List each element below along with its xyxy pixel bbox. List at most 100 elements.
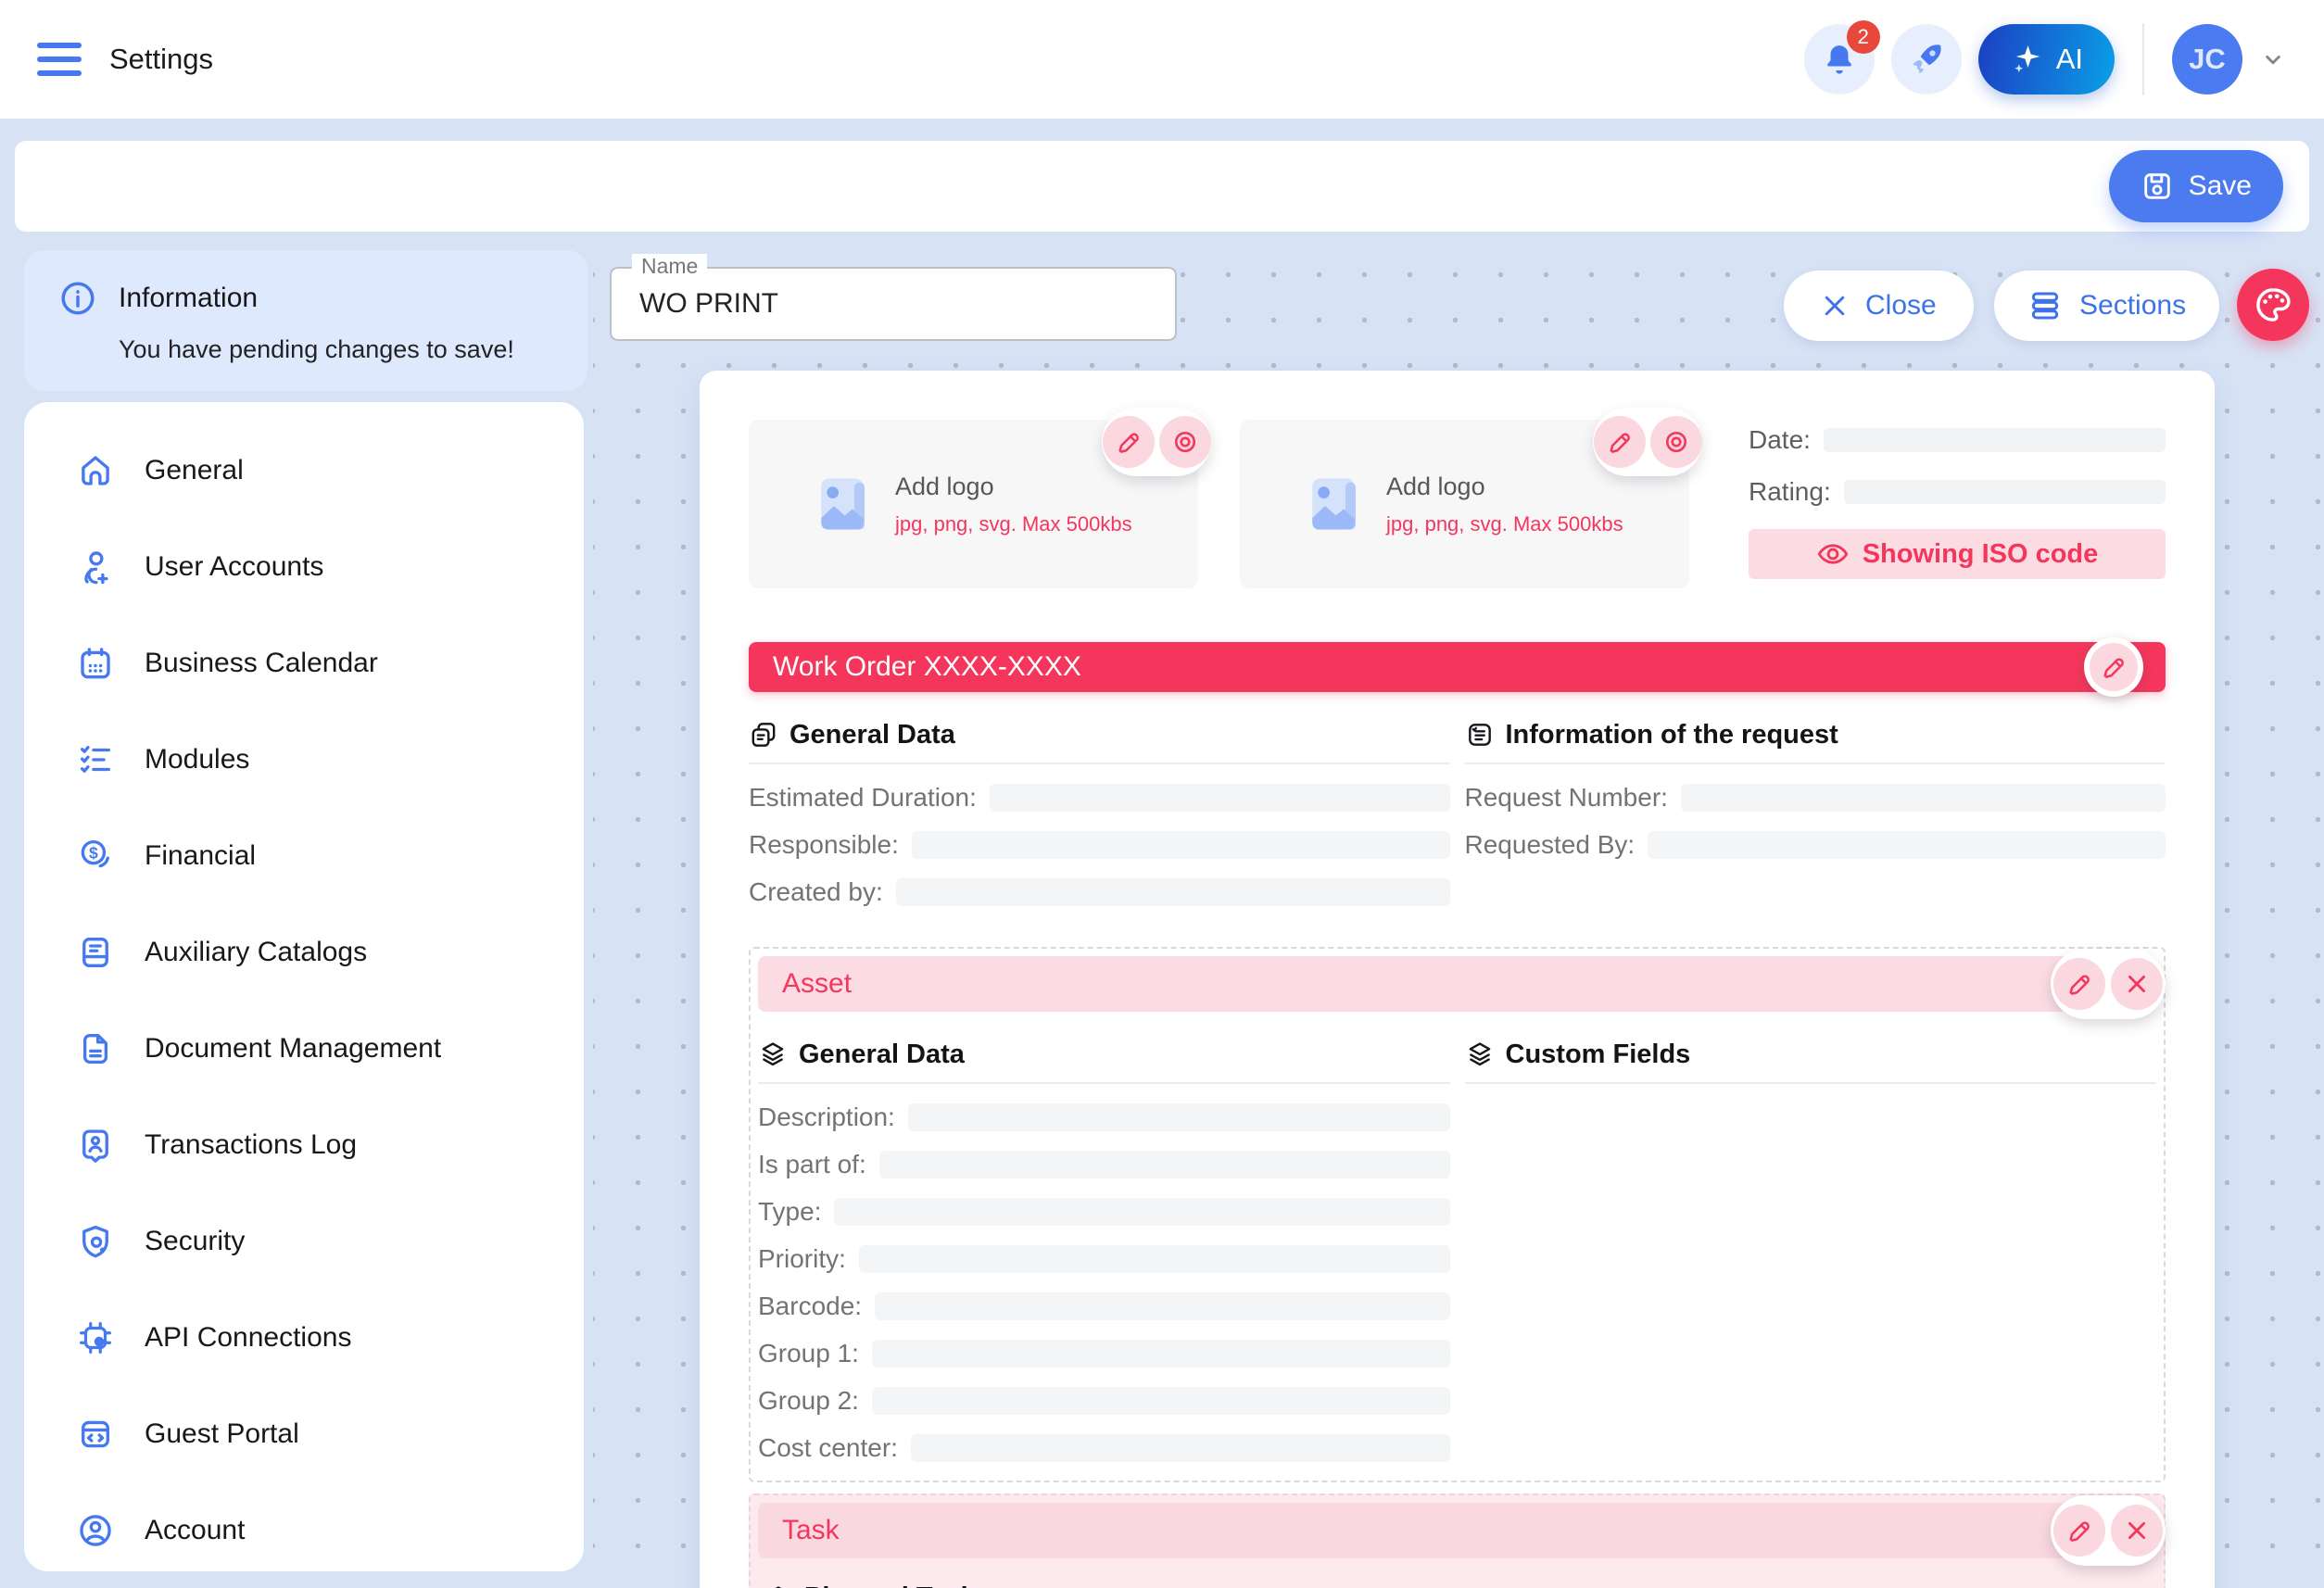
iso-code-badge[interactable]: Showing ISO code: [1749, 529, 2166, 579]
close-button[interactable]: Close: [1784, 271, 1974, 341]
field-label: Priority:: [758, 1244, 846, 1273]
sidebar-item-account[interactable]: Account: [76, 1482, 584, 1579]
avatar[interactable]: JC: [2172, 24, 2242, 95]
sidebar-item-label: Security: [145, 1226, 246, 1256]
logo-upload-right[interactable]: Add logo jpg, png, svg. Max 500kbs: [1240, 408, 1702, 588]
pencil-icon: [2069, 1521, 2090, 1542]
remove-task-section-button[interactable]: [2111, 1505, 2163, 1556]
rocket-icon: [1907, 40, 1946, 79]
logo-row: Add logo jpg, png, svg. Max 500kbs Add l…: [749, 408, 2166, 588]
chevron-down-icon[interactable]: [2259, 45, 2287, 73]
field-row: Barcode:: [758, 1292, 1450, 1320]
ai-button-label: AI: [2055, 43, 2083, 75]
field-label: Cost center:: [758, 1433, 898, 1462]
asset-custom-fields-column: Custom Fields: [1464, 1036, 2156, 1462]
edit-logo-button[interactable]: [1593, 416, 1646, 468]
close-button-label: Close: [1865, 290, 1937, 321]
field-label: Description:: [758, 1103, 895, 1131]
date-row: Date:: [1749, 425, 2166, 455]
field-row: Group 2:: [758, 1386, 1450, 1415]
info-panel: Information You have pending changes to …: [24, 250, 587, 391]
theme-palette-button[interactable]: [2237, 269, 2309, 341]
sidebar-item-financial[interactable]: $ Financial: [76, 808, 584, 904]
sidebar-item-transactions-log[interactable]: Transactions Log: [76, 1097, 584, 1193]
sidebar-item-security[interactable]: Security: [76, 1193, 584, 1290]
sidebar-item-user-accounts[interactable]: User Accounts: [76, 519, 584, 615]
sidebar-item-label: General: [145, 455, 244, 485]
save-button[interactable]: Save: [2108, 150, 2283, 222]
sidebar-item-api-connections[interactable]: API Connections: [76, 1290, 584, 1386]
name-input-value: WO PRINT: [639, 288, 778, 319]
field-label: Request Number:: [1464, 783, 1668, 812]
toggle-logo-visibility-button[interactable]: [1649, 416, 1702, 468]
add-logo-label: Add logo: [895, 472, 994, 500]
field-placeholder-bar: [834, 1198, 1450, 1226]
edit-work-order-button[interactable]: [2084, 637, 2143, 697]
edit-task-section-button[interactable]: [2053, 1505, 2105, 1556]
sidebar-item-business-calendar[interactable]: Business Calendar: [76, 615, 584, 712]
asset-section-actions: [2051, 949, 2166, 1019]
work-order-header: Work Order XXXX-XXXX: [749, 637, 2166, 697]
sidebar-item-auxiliary-catalogs[interactable]: Auxiliary Catalogs: [76, 904, 584, 1001]
field-placeholder-bar: [871, 1387, 1450, 1415]
pencil-icon: [2103, 658, 2124, 678]
menu-icon[interactable]: [37, 43, 82, 76]
chip-gear-icon: [76, 1318, 115, 1357]
field-row: Type:: [758, 1197, 1450, 1226]
save-toolbar: Save: [15, 141, 2309, 232]
logo-actions: [1102, 408, 1211, 476]
task-section: Task Planned Tasks: [749, 1493, 2166, 1588]
section-heading: General Data: [799, 1039, 965, 1069]
shield-icon: [76, 1222, 115, 1261]
sections-button[interactable]: Sections: [1994, 271, 2220, 341]
section-heading: Planned Tasks: [804, 1582, 991, 1588]
checklist-icon: [76, 740, 115, 779]
close-icon: [1821, 292, 1849, 320]
name-input-label: Name: [632, 254, 708, 279]
edit-logo-button[interactable]: [1102, 416, 1155, 468]
remove-asset-section-button[interactable]: [2111, 958, 2163, 1010]
date-label: Date:: [1749, 425, 1811, 454]
section-heading: General Data: [789, 719, 955, 750]
task-section-title: Task: [782, 1515, 840, 1545]
divider: [1464, 1082, 2156, 1084]
field-label: Created by:: [749, 877, 883, 906]
work-order-columns: General Data Estimated Duration: Respons…: [749, 716, 2166, 906]
field-row: Group 1:: [758, 1339, 1450, 1367]
section-heading: Information of the request: [1505, 719, 1838, 750]
sidebar-item-document-management[interactable]: Document Management: [76, 1001, 584, 1097]
sidebar-item-guest-portal[interactable]: Guest Portal: [76, 1386, 584, 1482]
sidebar-item-general[interactable]: General: [76, 422, 584, 519]
field-placeholder-bar: [1680, 784, 2166, 812]
settings-sidebar: General User Accounts Business Calendar …: [24, 402, 584, 1571]
close-icon: [2128, 1522, 2145, 1539]
stack-icon: [1465, 1040, 1495, 1069]
floppy-disk-icon: [2141, 170, 2174, 203]
general-data-fields: Estimated Duration: Responsible: Created…: [749, 783, 1450, 906]
header-meta-fields: Date: Rating: Showing ISO code: [1749, 420, 2166, 588]
field-placeholder-bar: [875, 1292, 1450, 1320]
notifications-button[interactable]: 2: [1803, 20, 1880, 95]
edit-asset-section-button[interactable]: [2053, 958, 2105, 1010]
info-icon: [57, 278, 98, 319]
planned-tasks-heading: Planned Tasks: [758, 1582, 2156, 1588]
field-row: Created by:: [749, 877, 1450, 906]
field-placeholder-bar: [911, 831, 1450, 859]
toggle-logo-visibility-button[interactable]: [1158, 416, 1211, 468]
user-plus-icon: [76, 548, 115, 586]
field-row: Requested By:: [1465, 830, 2166, 859]
ai-assistant-button[interactable]: AI: [1977, 24, 2115, 95]
field-label: Estimated Duration:: [749, 783, 977, 812]
dollar-coin-icon: $: [76, 837, 115, 876]
sidebar-item-modules[interactable]: Modules: [76, 712, 584, 808]
request-info-column: Information of the request Request Numbe…: [1464, 716, 2166, 906]
name-input[interactable]: Name WO PRINT: [610, 254, 1177, 341]
field-placeholder-bar: [858, 1245, 1450, 1273]
book-icon: [76, 933, 115, 972]
print-template-card: Add logo jpg, png, svg. Max 500kbs Add l…: [700, 371, 2215, 1588]
close-icon: [2128, 976, 2145, 992]
logo-upload-left[interactable]: Add logo jpg, png, svg. Max 500kbs: [749, 408, 1211, 588]
field-label: Responsible:: [749, 830, 899, 859]
whats-new-button[interactable]: [1890, 24, 1962, 95]
field-row: Is part of:: [758, 1150, 1450, 1178]
